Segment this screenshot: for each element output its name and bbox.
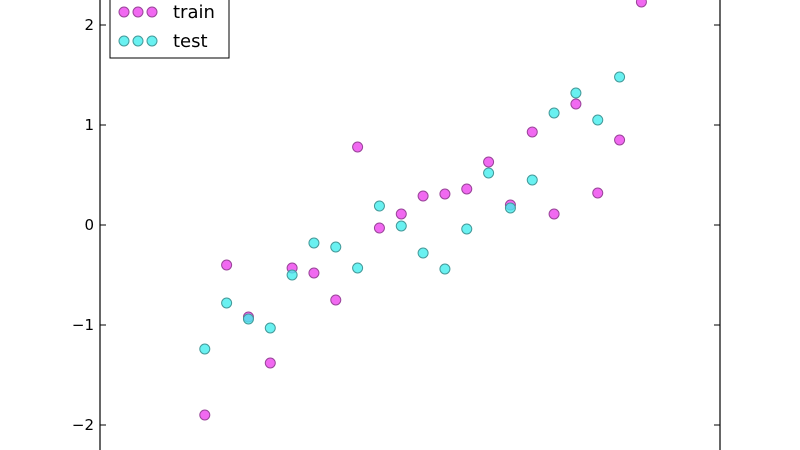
test-legend-marker <box>118 35 130 47</box>
test-point <box>614 71 626 83</box>
test-point <box>395 220 407 232</box>
train-point <box>592 187 604 199</box>
test-point <box>439 263 451 275</box>
test-point <box>308 237 320 249</box>
train-legend-marker <box>118 6 130 18</box>
test-point <box>286 269 298 281</box>
legend-label-train: train <box>173 2 215 23</box>
train-point <box>199 409 211 421</box>
train-point <box>483 156 495 168</box>
legend-box <box>109 0 230 59</box>
train-point <box>373 222 385 234</box>
legend-label-test: test <box>173 31 208 52</box>
train-point <box>330 294 342 306</box>
train-point <box>352 141 364 153</box>
train-legend-marker <box>132 6 144 18</box>
train-point <box>614 134 626 146</box>
data-points <box>199 0 647 421</box>
train-point <box>439 188 451 200</box>
test-point <box>570 87 582 99</box>
test-point <box>417 247 429 259</box>
test-point <box>373 200 385 212</box>
test-legend-marker <box>146 35 158 47</box>
test-point <box>461 223 473 235</box>
test-point <box>483 167 495 179</box>
y-axis-ticks: −2 −1 0 1 2 <box>72 16 720 434</box>
y-tick-label: −2 <box>72 416 94 434</box>
test-point <box>199 343 211 355</box>
axes-frame <box>99 0 721 450</box>
test-legend-marker <box>132 35 144 47</box>
test-point <box>592 114 604 126</box>
y-tick-label: −1 <box>72 316 94 334</box>
train-point <box>264 357 276 369</box>
test-point <box>264 322 276 334</box>
test-point <box>548 107 560 119</box>
test-point <box>504 202 516 214</box>
test-point <box>242 313 254 325</box>
train-point <box>570 98 582 110</box>
legend: train test <box>109 0 230 59</box>
test-point <box>526 174 538 186</box>
train-point <box>308 267 320 279</box>
train-point <box>395 208 407 220</box>
train-point <box>548 208 560 220</box>
test-point <box>221 297 233 309</box>
y-tick-label: 1 <box>84 116 94 134</box>
train-point <box>221 259 233 271</box>
legend-markers <box>118 6 158 47</box>
train-point <box>417 190 429 202</box>
train-point <box>461 183 473 195</box>
train-legend-marker <box>146 6 158 18</box>
test-point <box>352 262 364 274</box>
train-point <box>635 0 647 8</box>
y-tick-label: 2 <box>84 16 94 34</box>
test-point <box>330 241 342 253</box>
train-point <box>526 126 538 138</box>
y-tick-label: 0 <box>84 216 94 234</box>
